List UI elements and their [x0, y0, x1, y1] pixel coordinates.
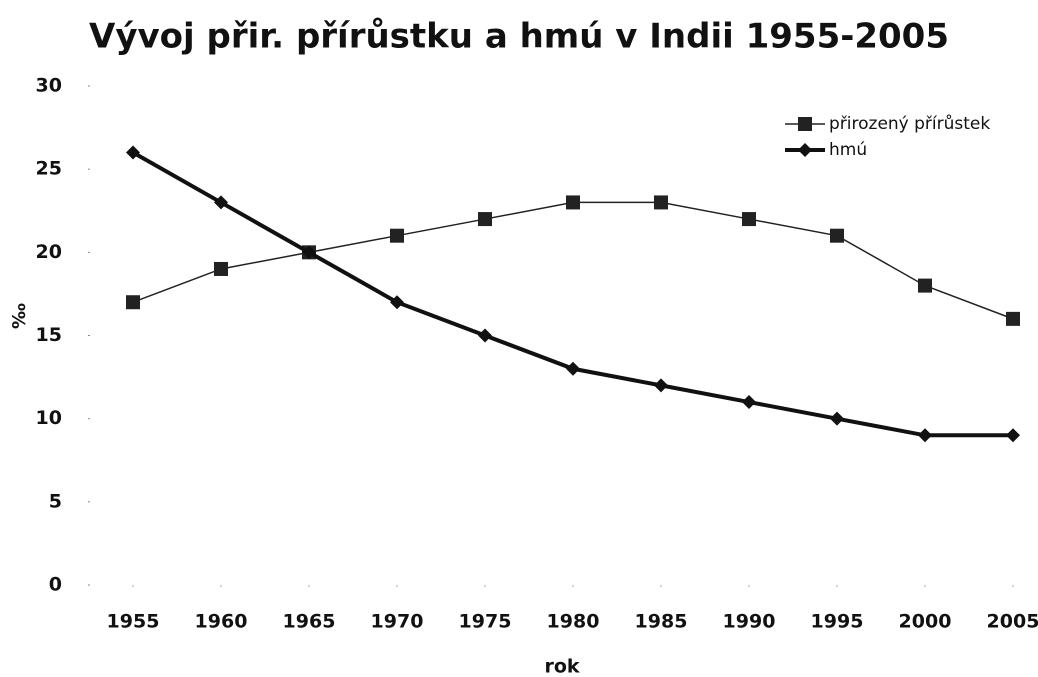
marker — [798, 143, 812, 157]
x-tick-label: 1970 — [371, 611, 424, 633]
y-tick-label: 25 — [36, 158, 62, 180]
marker — [478, 212, 492, 227]
y-tick-label: 20 — [36, 241, 62, 263]
y-tick-label: 30 — [36, 75, 62, 97]
x-tick-label: 1980 — [547, 611, 600, 633]
marker — [126, 145, 140, 160]
marker — [830, 411, 844, 426]
marker — [918, 428, 932, 443]
y-tick-label: 0 — [49, 574, 62, 596]
x-tick-label: 1960 — [195, 611, 248, 633]
x-tick-label: 1965 — [283, 611, 336, 633]
marker — [214, 195, 228, 210]
marker — [302, 245, 316, 260]
marker — [478, 328, 492, 343]
y-axis-label: ‰ — [9, 303, 30, 329]
y-tick-label: 15 — [36, 324, 62, 346]
x-tick-label: 2005 — [987, 611, 1038, 633]
x-tick-label: 1985 — [635, 611, 688, 633]
x-tick-label: 1990 — [723, 611, 776, 633]
marker — [214, 261, 228, 276]
marker — [742, 212, 756, 227]
x-tick-label: 1955 — [107, 611, 160, 633]
marker — [566, 195, 580, 210]
x-tick-label: 1975 — [459, 611, 512, 633]
marker — [742, 395, 756, 410]
marker — [798, 117, 812, 131]
marker — [126, 295, 140, 310]
marker — [654, 195, 668, 210]
y-tick-label: 10 — [36, 407, 62, 429]
y-tick-label: 5 — [49, 490, 62, 512]
marker — [654, 378, 668, 393]
marker — [830, 228, 844, 243]
marker — [918, 278, 932, 293]
legend-label: hmú — [829, 140, 867, 160]
legend-label: přirozený přírůstek — [829, 114, 990, 134]
marker — [390, 228, 404, 243]
marker — [1006, 428, 1020, 443]
x-tick-label: 2000 — [899, 611, 952, 633]
series-line — [132, 150, 1013, 438]
marker — [566, 361, 580, 376]
x-axis-label: rok — [544, 656, 579, 677]
series-line — [132, 201, 1014, 320]
chart-title: Vývoj přir. přírůstku a hmú v Indii 1955… — [89, 17, 949, 57]
marker — [1006, 311, 1020, 326]
x-tick-label: 1995 — [811, 611, 864, 633]
marker — [390, 295, 404, 310]
